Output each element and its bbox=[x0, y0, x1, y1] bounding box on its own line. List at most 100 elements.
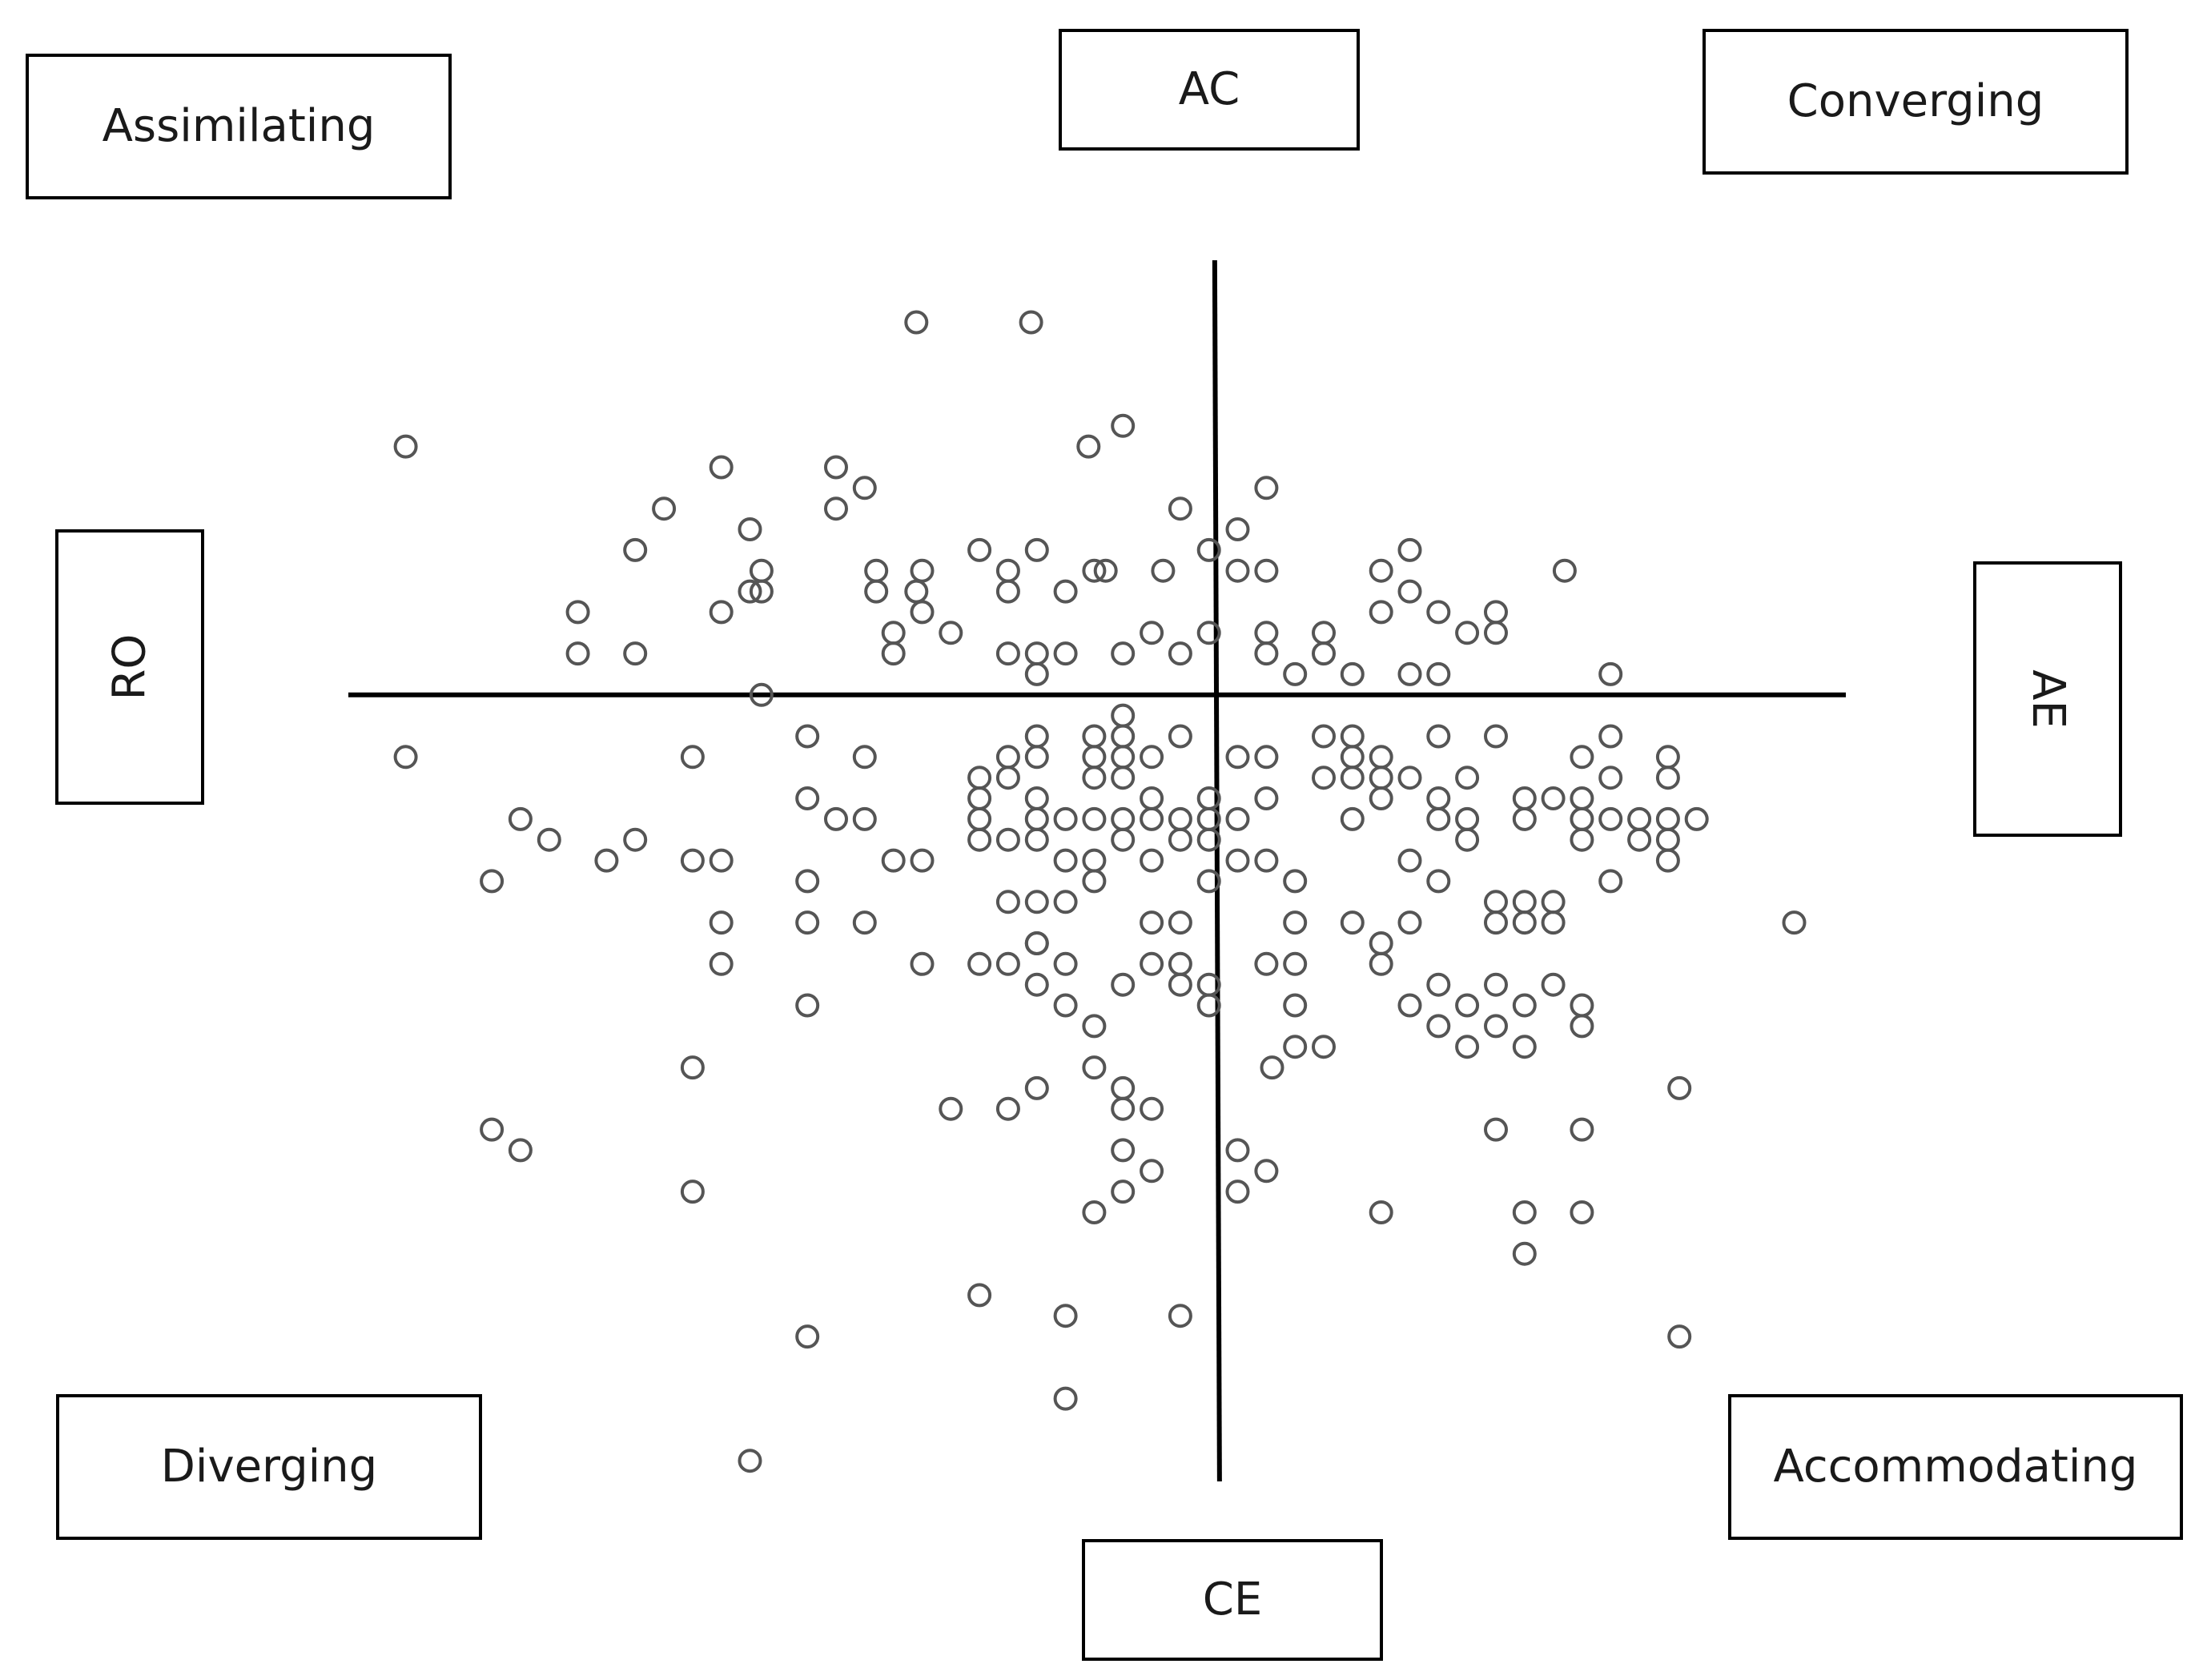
data-point bbox=[1484, 1014, 1508, 1039]
data-point bbox=[1082, 1200, 1107, 1224]
data-point bbox=[1312, 621, 1336, 645]
data-point bbox=[1225, 745, 1250, 770]
data-point bbox=[1570, 1117, 1594, 1142]
data-point bbox=[1254, 558, 1279, 583]
data-point bbox=[393, 434, 418, 459]
data-point bbox=[1782, 910, 1807, 935]
data-point bbox=[1140, 1096, 1164, 1121]
data-point bbox=[1340, 745, 1365, 770]
data-point bbox=[1397, 537, 1422, 562]
data-point bbox=[1369, 745, 1393, 770]
data-point bbox=[1484, 621, 1508, 645]
data-point bbox=[1024, 724, 1049, 749]
data-point bbox=[1598, 766, 1623, 790]
axis-label-ae-text: AE bbox=[2021, 669, 2074, 729]
data-point bbox=[594, 848, 619, 873]
data-point bbox=[623, 827, 648, 852]
data-point bbox=[393, 745, 418, 770]
axes bbox=[348, 259, 1846, 1482]
data-point bbox=[1655, 806, 1680, 831]
data-point bbox=[680, 1055, 705, 1080]
data-point bbox=[1024, 972, 1049, 997]
data-point bbox=[1225, 806, 1250, 831]
data-point bbox=[1053, 848, 1078, 873]
data-point bbox=[1196, 537, 1221, 562]
data-point bbox=[1111, 972, 1136, 997]
data-point bbox=[1140, 951, 1164, 976]
data-point bbox=[1512, 910, 1537, 935]
data-point bbox=[1684, 806, 1709, 831]
data-point bbox=[1512, 786, 1537, 810]
data-point bbox=[738, 579, 762, 604]
data-point bbox=[1655, 827, 1680, 852]
data-point bbox=[1484, 724, 1508, 749]
data-point bbox=[1140, 786, 1164, 810]
data-point bbox=[1168, 827, 1192, 852]
data-point bbox=[1168, 724, 1192, 749]
data-point bbox=[795, 910, 820, 935]
data-point bbox=[480, 1117, 505, 1142]
data-point bbox=[1111, 1096, 1136, 1121]
data-point bbox=[1053, 579, 1078, 604]
data-point bbox=[1168, 641, 1192, 666]
data-point bbox=[1082, 806, 1107, 831]
data-point bbox=[1455, 993, 1480, 1018]
data-point bbox=[1426, 786, 1451, 810]
data-point bbox=[852, 806, 877, 831]
data-point bbox=[749, 579, 774, 604]
data-point bbox=[1053, 806, 1078, 831]
data-point bbox=[1082, 869, 1107, 894]
data-point bbox=[1168, 806, 1192, 831]
data-point bbox=[1254, 951, 1279, 976]
axis-label-ae: AE bbox=[1973, 561, 2122, 837]
data-point bbox=[1426, 972, 1451, 997]
quadrant-label-assimilating-text: Assimilating bbox=[102, 100, 376, 152]
data-point bbox=[1552, 558, 1577, 583]
data-point bbox=[1082, 848, 1107, 873]
data-point bbox=[1312, 724, 1336, 749]
data-point bbox=[795, 724, 820, 749]
data-point bbox=[995, 827, 1020, 852]
data-point bbox=[939, 1096, 963, 1121]
data-point bbox=[1455, 827, 1480, 852]
data-point bbox=[1667, 1324, 1692, 1349]
data-point bbox=[881, 848, 906, 873]
data-point bbox=[910, 558, 935, 583]
data-point bbox=[1627, 827, 1652, 852]
data-point bbox=[1426, 600, 1451, 625]
data-point bbox=[1283, 910, 1308, 935]
data-point bbox=[967, 806, 992, 831]
data-point bbox=[1225, 517, 1250, 541]
data-point bbox=[1196, 621, 1221, 645]
data-point bbox=[1484, 910, 1508, 935]
data-point bbox=[1397, 661, 1422, 686]
data-point bbox=[881, 621, 906, 645]
data-point bbox=[480, 869, 505, 894]
data-point bbox=[1225, 1180, 1250, 1204]
data-point bbox=[709, 951, 734, 976]
data-point bbox=[1570, 1014, 1594, 1039]
data-point bbox=[1254, 745, 1279, 770]
data-point bbox=[1024, 641, 1049, 666]
data-point bbox=[1111, 766, 1136, 790]
data-point bbox=[1369, 786, 1393, 810]
data-point bbox=[1312, 766, 1336, 790]
quadrant-label-converging-text: Converging bbox=[1787, 75, 2044, 127]
data-point bbox=[995, 890, 1020, 914]
data-point bbox=[1168, 972, 1192, 997]
data-point bbox=[904, 310, 929, 335]
data-point bbox=[1541, 786, 1566, 810]
data-point bbox=[995, 951, 1020, 976]
data-point bbox=[967, 786, 992, 810]
data-point bbox=[1667, 1075, 1692, 1100]
data-point bbox=[680, 745, 705, 770]
data-point bbox=[1312, 641, 1336, 666]
data-point bbox=[508, 1138, 533, 1163]
quadrant-label-assimilating: Assimilating bbox=[26, 54, 452, 199]
data-point bbox=[1111, 703, 1136, 728]
data-point bbox=[1655, 848, 1680, 873]
data-point bbox=[967, 827, 992, 852]
data-point bbox=[1140, 1159, 1164, 1184]
data-point bbox=[1570, 786, 1594, 810]
data-point bbox=[1024, 890, 1049, 914]
